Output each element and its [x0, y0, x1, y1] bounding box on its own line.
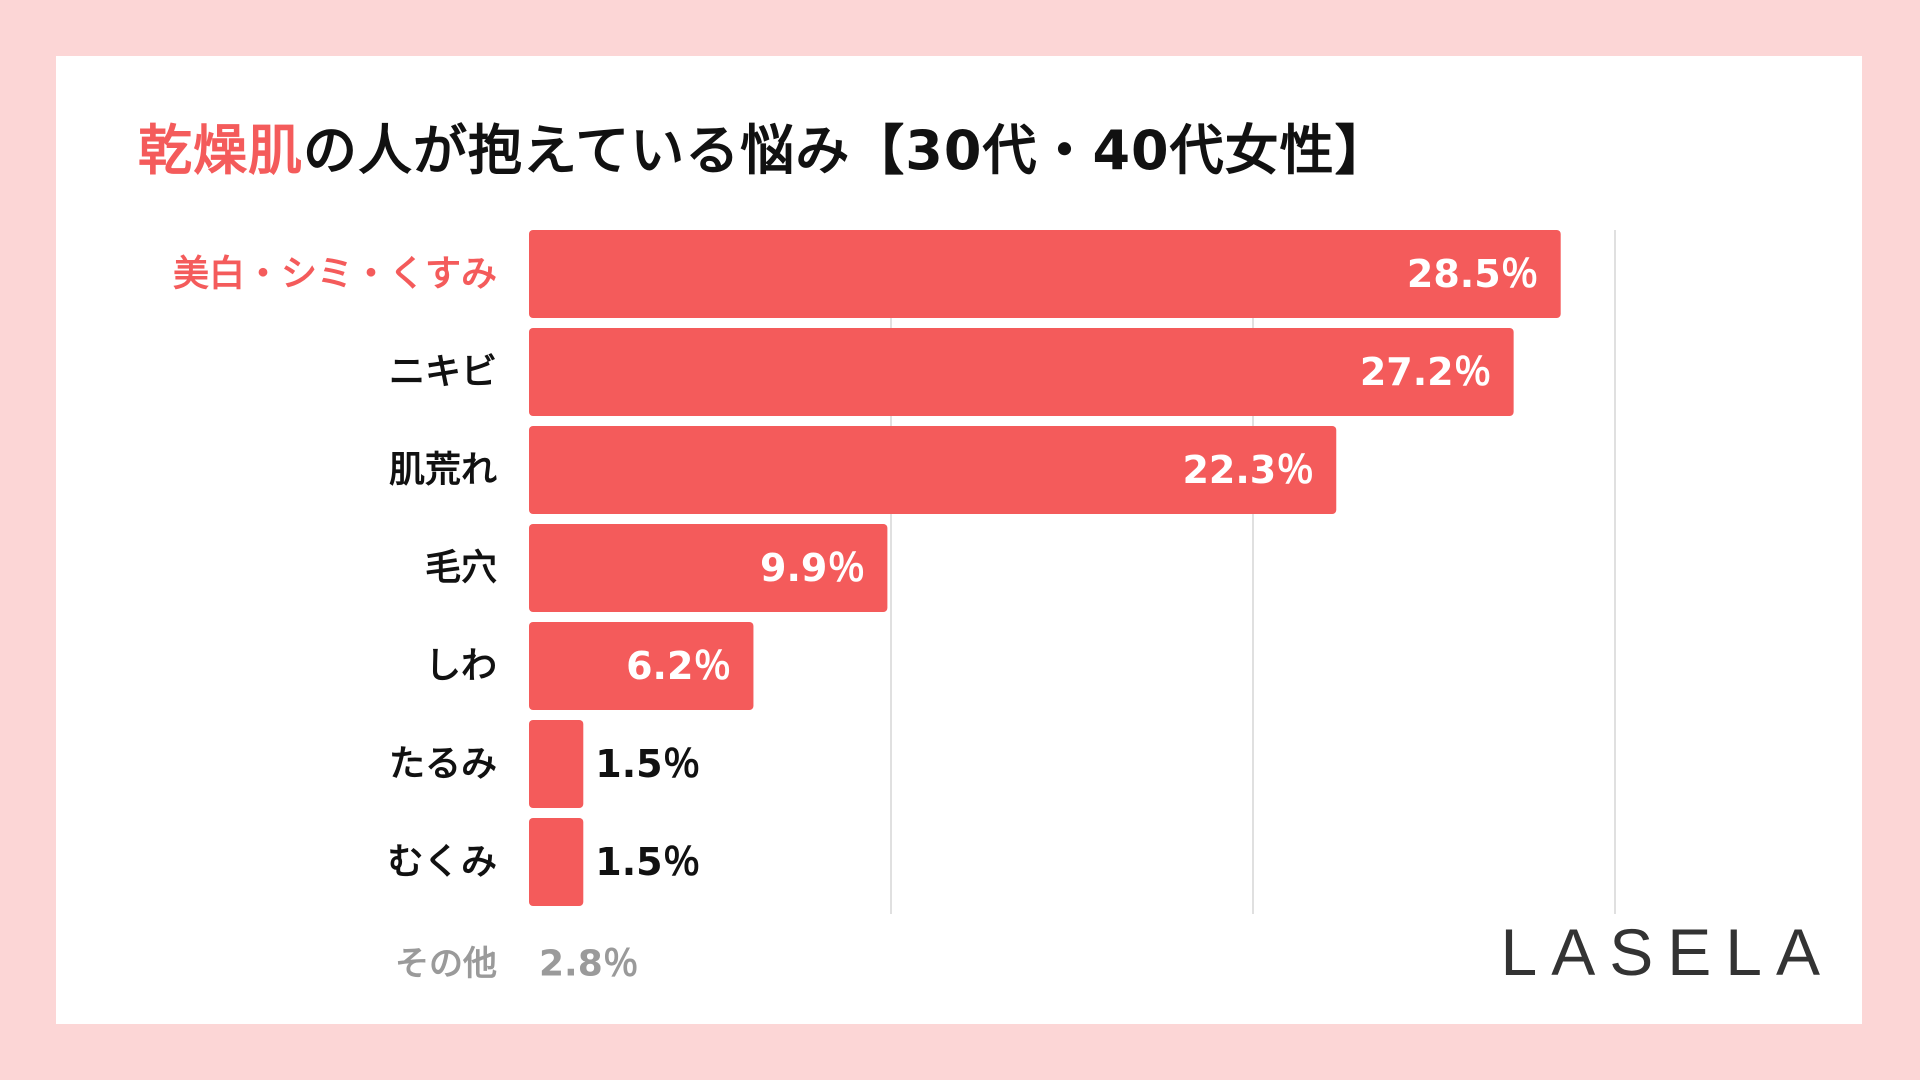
title-rest: の人が抱えている悩み【30代・40代女性】	[303, 119, 1390, 182]
category-label-1: ニキビ	[389, 352, 497, 393]
lasela-logo: LASELA	[1500, 915, 1834, 989]
value-label-0: 28.5％	[1407, 252, 1539, 296]
bar-5	[529, 720, 584, 808]
title-highlight: 乾燥肌	[138, 119, 303, 182]
bar-2	[529, 426, 1337, 514]
chart-card: 乾燥肌の人が抱えている悩み【30代・40代女性】 美白・シミ・くすみ 28.5％ ニ…	[56, 56, 1862, 1024]
bar-4	[529, 622, 754, 710]
value-label-4: 6.2％	[626, 644, 731, 688]
category-label-0: 美白・シミ・くすみ	[173, 254, 497, 295]
chart-title: 乾燥肌の人が抱えている悩み【30代・40代女性】	[138, 106, 1390, 185]
value-label-2: 22.3％	[1182, 448, 1314, 492]
labels: 美白・シミ・くすみ 28.5％ ニキビ 27.2％ 肌荒れ 22.3％ 毛穴 9.9％ しわ 6.…	[173, 252, 1539, 985]
bar-1	[529, 328, 1514, 416]
value-label-6: 1.5％	[595, 840, 700, 884]
category-label-5: たるみ	[389, 744, 497, 785]
category-label-3: 毛穴	[425, 548, 497, 589]
value-label-5: 1.5％	[595, 742, 700, 786]
category-label-4: しわ	[425, 646, 497, 687]
bars	[529, 230, 1561, 906]
value-label-1: 27.2％	[1360, 350, 1492, 394]
category-label-2: 肌荒れ	[389, 450, 497, 491]
other-label: その他	[395, 944, 497, 984]
category-label-6: むくみ	[388, 842, 497, 883]
bar-3	[529, 524, 888, 612]
bar-6	[529, 818, 584, 906]
bar-0	[529, 230, 1561, 318]
bar-chart: 美白・シミ・くすみ 28.5％ ニキビ 27.2％ 肌荒れ 22.3％ 毛穴 9.9％ しわ 6.…	[173, 230, 1616, 985]
other-value: 2.8％	[539, 944, 639, 985]
value-label-3: 9.9％	[760, 546, 865, 590]
